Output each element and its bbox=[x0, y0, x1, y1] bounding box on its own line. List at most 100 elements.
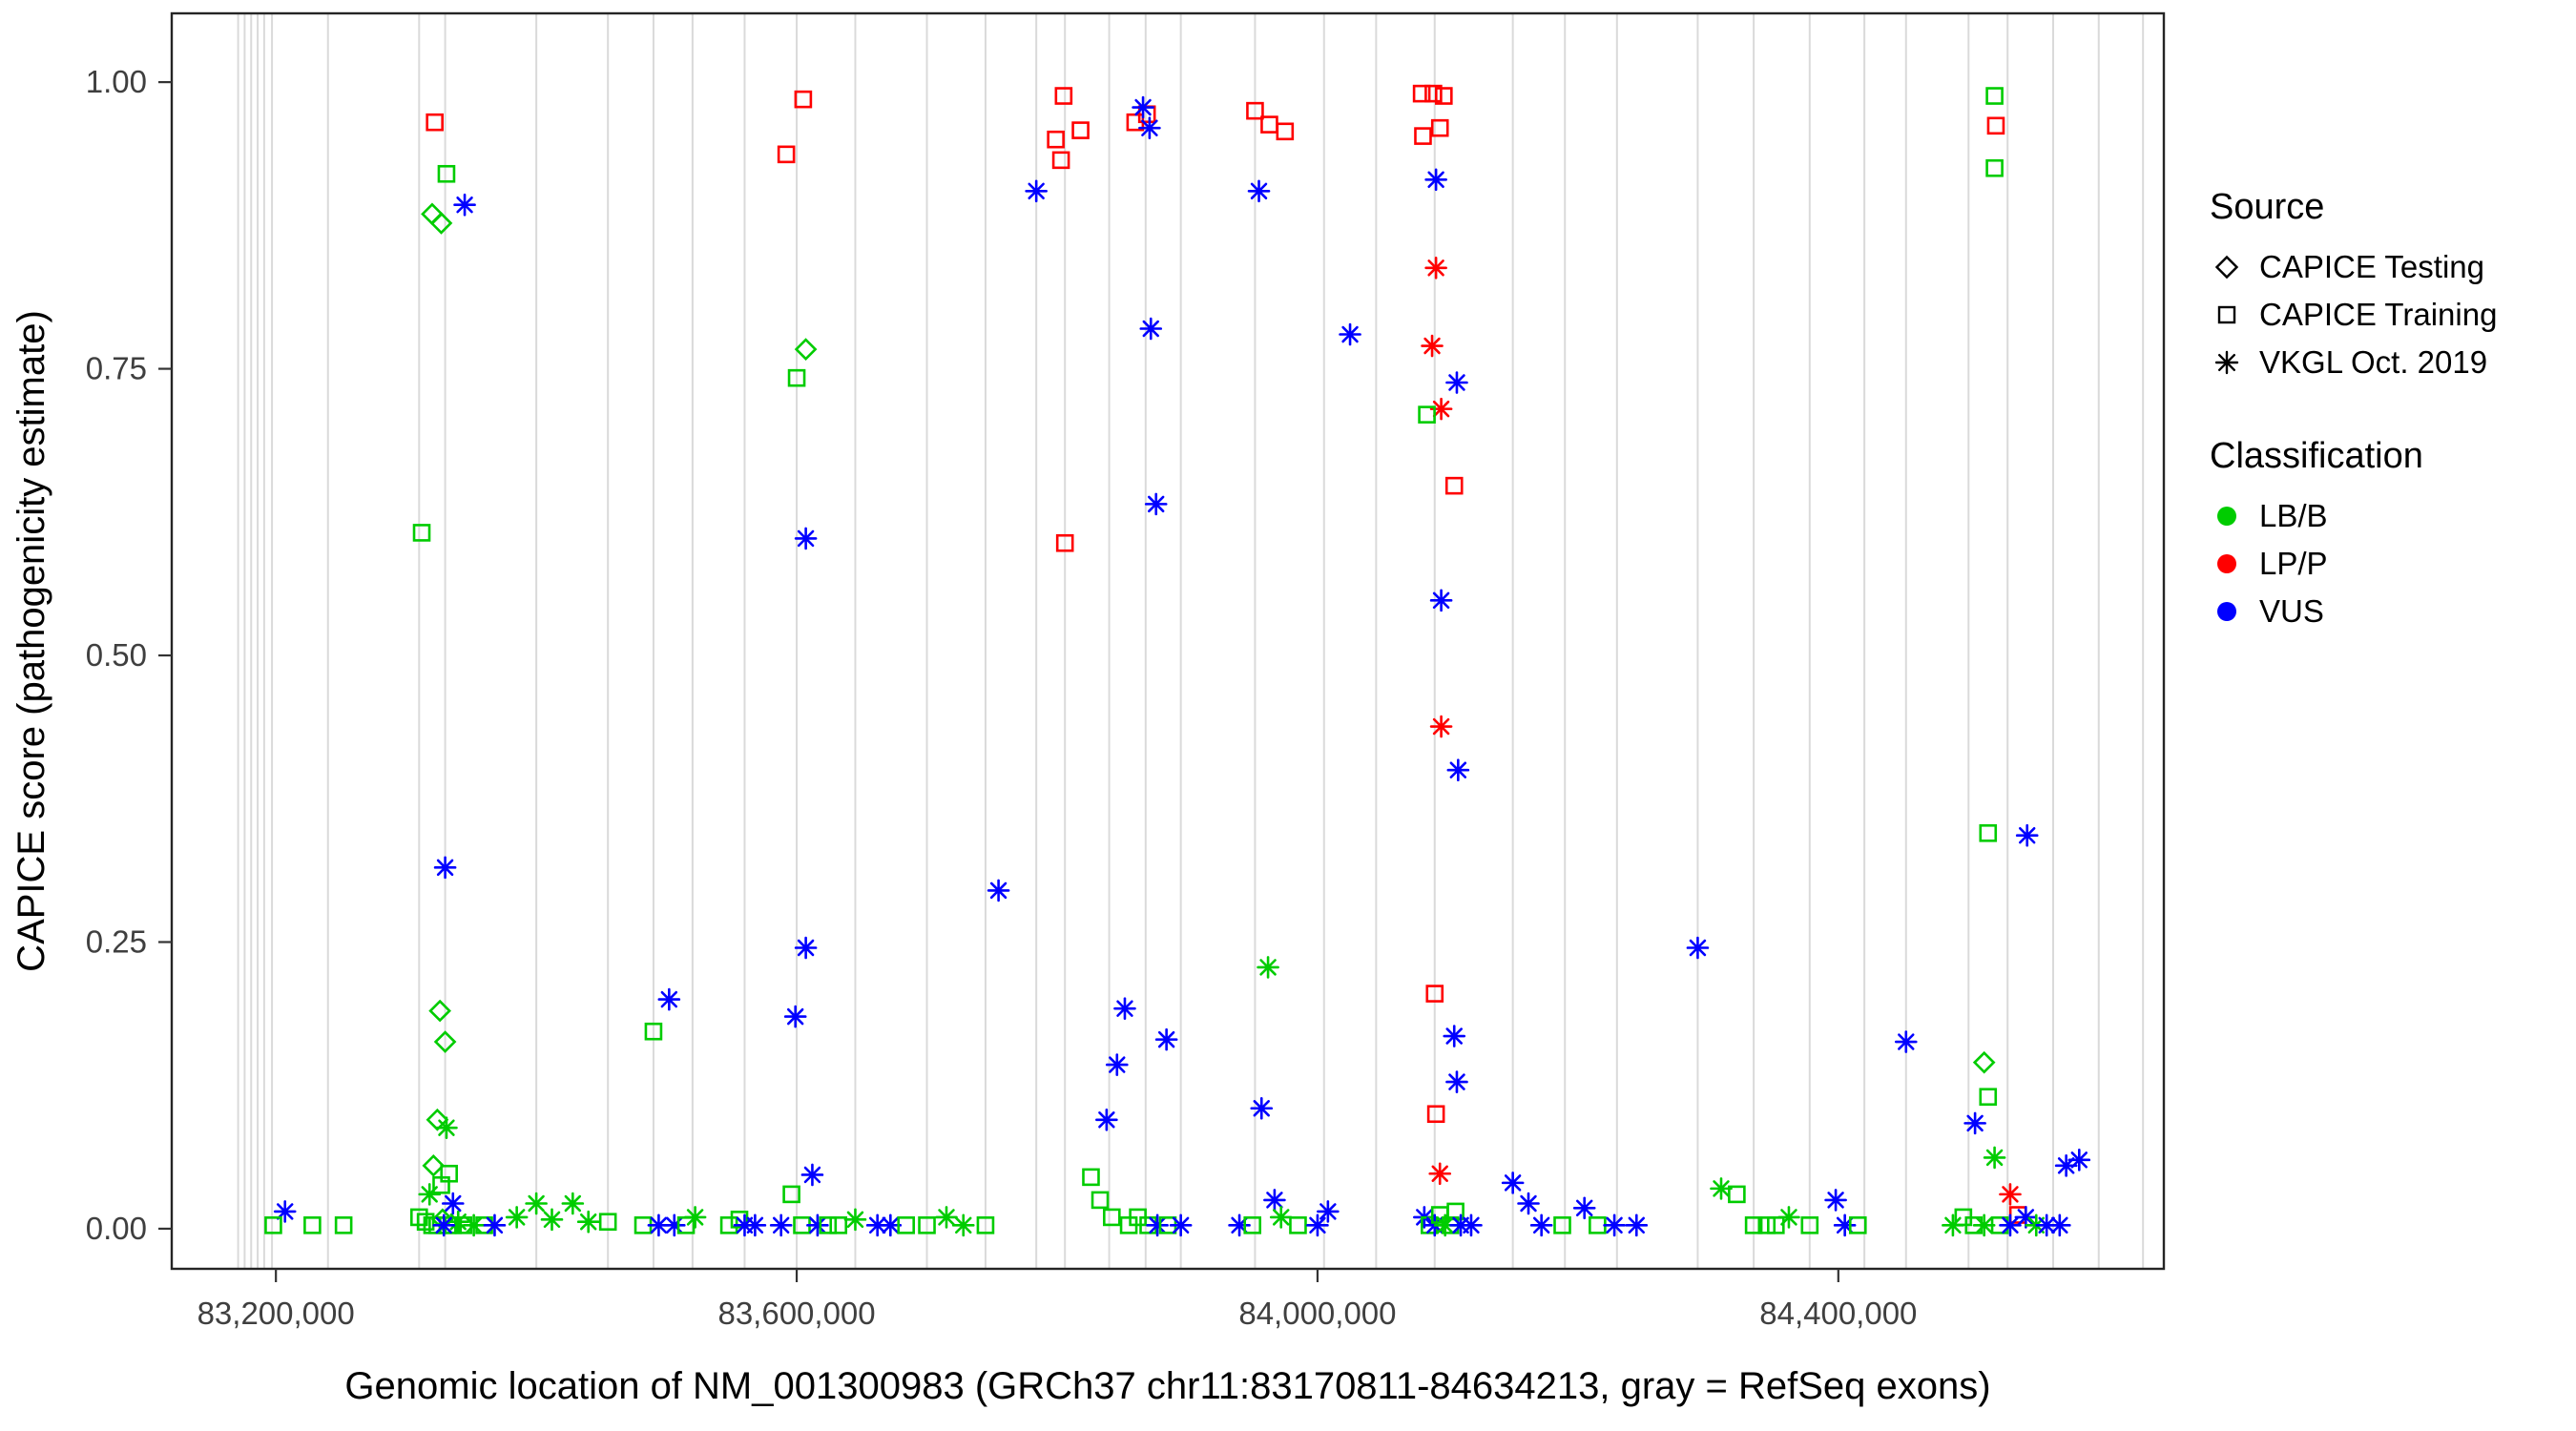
data-point-square bbox=[1071, 121, 1090, 139]
data-point-square bbox=[1728, 1185, 1746, 1204]
data-point-asterisk bbox=[1139, 317, 1163, 341]
data-point-asterisk bbox=[1105, 1053, 1129, 1076]
legend-item-vkgl-oct-2019: VKGL Oct. 2019 bbox=[2210, 339, 2497, 386]
data-point-square bbox=[1246, 101, 1264, 120]
data-point-asterisk bbox=[1963, 1111, 1986, 1135]
asterisk-icon bbox=[2214, 350, 2239, 375]
data-point-diamond bbox=[426, 1108, 449, 1131]
data-point-square bbox=[1047, 130, 1065, 149]
data-point-asterisk bbox=[806, 1213, 829, 1237]
x-tick-label: 84,000,000 bbox=[1238, 1296, 1396, 1331]
data-point-square bbox=[1444, 476, 1464, 495]
legend-item-label: VKGL Oct. 2019 bbox=[2259, 344, 2488, 380]
data-point-diamond bbox=[431, 1208, 454, 1232]
scatter-points bbox=[264, 84, 2091, 1237]
data-point-asterisk bbox=[1154, 1027, 1178, 1051]
legend-item-label: VUS bbox=[2259, 593, 2324, 629]
lpp-color-dot bbox=[2217, 554, 2236, 573]
data-point-asterisk bbox=[843, 1208, 867, 1232]
data-point-asterisk bbox=[1250, 1096, 1274, 1120]
data-point-square bbox=[1985, 87, 2004, 105]
legend-group-source: Source CAPICE Testing CAPICE Training bbox=[2210, 187, 2497, 386]
data-point-asterisk bbox=[576, 1210, 600, 1234]
data-point-square bbox=[432, 1175, 450, 1194]
data-point-asterisk bbox=[1445, 371, 1468, 394]
data-point-asterisk bbox=[453, 193, 476, 217]
data-point-asterisk bbox=[505, 1206, 529, 1229]
data-point-square bbox=[918, 1216, 936, 1234]
x-axis-label: Genomic location of NM_001300983 (GRCh37… bbox=[344, 1365, 1990, 1407]
refseq-exon-lines bbox=[237, 14, 2145, 1268]
data-point-square bbox=[777, 145, 796, 164]
data-point-square bbox=[1051, 151, 1070, 170]
data-point-asterisk bbox=[1446, 758, 1470, 782]
square-icon bbox=[2217, 305, 2236, 324]
data-point-diamond bbox=[1972, 1050, 1996, 1074]
legend-group-classification: Classification LB/B LP/P VUS bbox=[2210, 436, 2497, 635]
data-point-asterisk bbox=[483, 1213, 507, 1237]
data-point-square bbox=[1744, 1216, 1763, 1234]
data-point-square bbox=[334, 1216, 353, 1234]
data-point-asterisk bbox=[1424, 168, 1447, 192]
y-tick-label: 0.00 bbox=[86, 1211, 147, 1246]
data-point-diamond bbox=[433, 1030, 457, 1053]
data-point-square bbox=[1418, 405, 1436, 424]
data-point-square bbox=[1979, 1088, 1998, 1107]
data-point-diamond bbox=[422, 1154, 446, 1177]
data-point-square bbox=[976, 1216, 995, 1234]
data-point-asterisk bbox=[1317, 1200, 1340, 1223]
data-point-square bbox=[829, 1216, 848, 1234]
data-point-square bbox=[1430, 118, 1449, 137]
data-point-square bbox=[819, 1216, 838, 1234]
data-point-asterisk bbox=[441, 1192, 465, 1215]
legend-item-label: LP/P bbox=[2259, 546, 2328, 581]
data-point-asterisk bbox=[935, 1206, 958, 1229]
data-point-asterisk bbox=[447, 1210, 470, 1234]
data-point-square bbox=[1986, 116, 2005, 135]
data-point-square bbox=[1979, 824, 1998, 842]
data-point-asterisk bbox=[1686, 936, 1710, 960]
x-tick-label: 84,400,000 bbox=[1759, 1296, 1917, 1331]
data-point-asterisk bbox=[1501, 1172, 1525, 1194]
legend-item-label: LB/B bbox=[2259, 498, 2328, 533]
data-point-asterisk bbox=[1025, 179, 1048, 203]
data-point-asterisk bbox=[987, 879, 1010, 902]
data-point-asterisk bbox=[2048, 1213, 2071, 1237]
data-point-asterisk bbox=[1257, 956, 1279, 979]
data-point-asterisk bbox=[1777, 1206, 1800, 1229]
vus-color-dot bbox=[2217, 602, 2236, 621]
data-point-asterisk bbox=[1460, 1213, 1483, 1237]
data-point-asterisk bbox=[951, 1213, 975, 1237]
data-point-square bbox=[1425, 985, 1444, 1003]
legend-item-lbb: LB/B bbox=[2210, 492, 2497, 540]
data-point-square bbox=[1424, 84, 1443, 103]
data-point-square bbox=[1055, 533, 1074, 552]
data-point-asterisk bbox=[1972, 1213, 1996, 1237]
y-axis-ticks: 0.00 0.25 0.50 0.75 1.00 bbox=[86, 64, 172, 1246]
data-point-asterisk bbox=[1710, 1177, 1733, 1200]
data-point-asterisk bbox=[1144, 492, 1168, 516]
data-point-square bbox=[1260, 115, 1278, 134]
legend-item-lpp: LP/P bbox=[2210, 540, 2497, 588]
data-point-asterisk bbox=[432, 1213, 456, 1237]
diamond-icon bbox=[2214, 255, 2239, 280]
data-point-square bbox=[1589, 1216, 1607, 1234]
data-point-square bbox=[1276, 122, 1295, 141]
y-tick-label: 0.25 bbox=[86, 923, 147, 959]
data-point-square bbox=[1289, 1216, 1307, 1234]
data-point-asterisk bbox=[273, 1200, 297, 1223]
data-point-square bbox=[264, 1216, 282, 1234]
data-point-asterisk bbox=[2014, 1206, 2038, 1229]
data-point-asterisk bbox=[1247, 179, 1271, 203]
data-point-asterisk bbox=[1429, 589, 1453, 612]
data-point-asterisk bbox=[743, 1213, 767, 1237]
data-point-square bbox=[1412, 84, 1431, 103]
data-point-square bbox=[1426, 1105, 1445, 1124]
data-point-asterisk bbox=[418, 1183, 442, 1206]
data-point-square bbox=[794, 90, 813, 109]
data-point-asterisk bbox=[1424, 257, 1447, 280]
data-point-asterisk bbox=[1572, 1196, 1596, 1220]
data-point-square bbox=[644, 1022, 663, 1041]
